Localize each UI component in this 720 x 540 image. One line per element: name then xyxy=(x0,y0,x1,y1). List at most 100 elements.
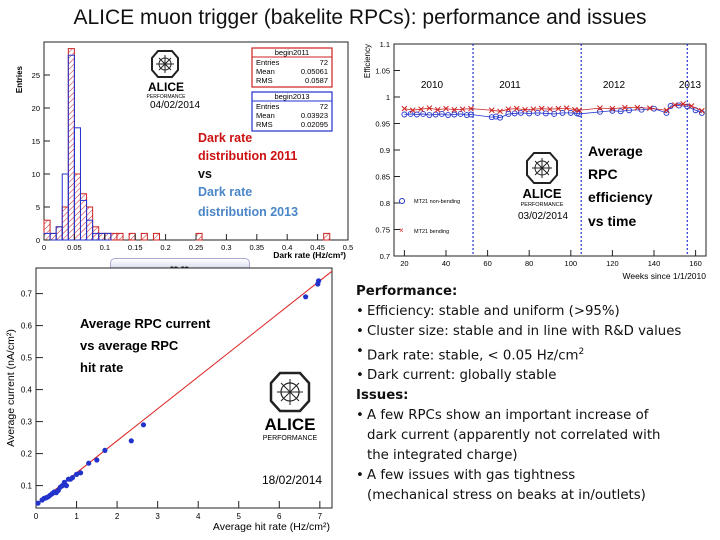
point-nonbending xyxy=(505,111,512,117)
stats-key: Mean xyxy=(256,111,275,120)
alice-logo-sub: PERFORMANCE xyxy=(521,202,564,208)
alice-logo-icon xyxy=(526,152,558,184)
data-point xyxy=(73,471,80,477)
point-nonbending xyxy=(492,113,499,120)
year-label: 2013 xyxy=(679,80,702,91)
stats-key: Mean xyxy=(256,67,275,76)
year-label: 2010 xyxy=(421,80,444,91)
x-tick-label: 0 xyxy=(34,512,39,521)
bar-2011 xyxy=(86,206,94,241)
data-point xyxy=(316,278,322,284)
issue-line: the integrated charge) xyxy=(367,448,518,464)
point-nonbending xyxy=(567,109,574,116)
point-bending xyxy=(418,106,424,113)
cur-ylabel: Average current (nA/cm²) xyxy=(5,329,17,447)
x-tick-label: 100 xyxy=(565,259,578,268)
y-tick-label: 0.75 xyxy=(375,226,390,235)
hist-ann-line2: distribution 2011 xyxy=(198,149,297,163)
hist-date: 04/02/2014 xyxy=(150,100,200,111)
eff-ylabel: Efficiency xyxy=(363,44,372,78)
y-tick-label: 0.2 xyxy=(21,450,33,459)
eff-annotation: Average RPC efficiency vs time xyxy=(588,143,653,229)
y-tick-label: 0.7 xyxy=(21,290,33,299)
point-bending xyxy=(434,106,441,113)
point-nonbending xyxy=(517,109,524,116)
bar-2011 xyxy=(73,173,81,241)
point-nonbending xyxy=(438,111,445,117)
issue-line: (mechanical stress on beaks at in/outlet… xyxy=(367,488,646,504)
y-tick-label: 25 xyxy=(32,71,40,80)
point-bending xyxy=(409,107,416,114)
eff-ann-line4: vs time xyxy=(588,213,636,229)
y-tick-label: 1.1 xyxy=(380,40,390,49)
point-nonbending xyxy=(497,114,504,121)
point-nonbending xyxy=(684,103,691,110)
bar-2011 xyxy=(110,232,118,241)
point-bending xyxy=(671,102,678,108)
y-tick-label: 0.5 xyxy=(21,354,33,363)
x-tick-label: 2 xyxy=(115,512,120,521)
bar-2011 xyxy=(323,232,331,241)
alice-logo-eff: ALICE PERFORMANCE 03/02/2014 xyxy=(518,152,568,222)
point-bending xyxy=(547,106,553,113)
bar-2011 xyxy=(152,232,161,241)
stats-box-2013: begin2013 Entries 72 Mean 0.03923 RMS 0.… xyxy=(251,91,333,132)
x-tick-label: 0 xyxy=(42,243,46,252)
bar-2011 xyxy=(55,226,63,241)
y-tick-label: 0.85 xyxy=(375,173,390,182)
x-tick-label: 40 xyxy=(442,259,450,268)
hist-ann-line4: Dark rate xyxy=(198,185,252,199)
stats-value: 0.05061 xyxy=(301,67,328,76)
hist-ann-line5: distribution 2013 xyxy=(198,205,298,219)
point-nonbending xyxy=(426,112,433,118)
point-bending xyxy=(646,105,653,111)
point-nonbending xyxy=(407,111,414,117)
point-nonbending xyxy=(534,109,541,116)
issues-header: Issues: xyxy=(356,388,409,404)
issue-line: A few RPCs show an important increase of xyxy=(367,408,649,424)
point-bending xyxy=(401,105,408,112)
alice-logo-hist: ALICE PERFORMANCE 04/02/2014 xyxy=(147,50,200,111)
point-nonbending xyxy=(488,114,495,121)
bar-2011 xyxy=(61,206,69,241)
dark-rate-sup: 2 xyxy=(578,347,585,357)
alice-logo-name: ALICE xyxy=(523,186,562,201)
cur-ann-line3: hit rate xyxy=(80,360,123,375)
x-tick-label: 0.3 xyxy=(221,243,231,252)
point-bending xyxy=(459,106,466,113)
legend-label-bending: MT21 bending xyxy=(414,229,449,235)
alice-logo-icon xyxy=(269,371,311,413)
y-tick-label: 15 xyxy=(32,137,40,146)
legend-marker-cross: × xyxy=(399,226,404,235)
point-nonbending xyxy=(559,109,566,116)
cur-fit-line xyxy=(35,270,333,506)
x-tick-label: 0.1 xyxy=(100,243,110,252)
point-nonbending xyxy=(596,108,603,115)
dark-rate-text: Dark rate: stable, < 0.05 Hz/cm xyxy=(367,348,579,364)
dark-rate-histogram: 0 0.05 0.1 0.15 0.2 0.25 0.3 0.35 0.4 0.45 0.5 0 5 10… xyxy=(15,41,353,260)
alice-logo-sub: PERFORMANCE xyxy=(263,435,318,442)
bar-2011 xyxy=(43,219,51,241)
bar-2011 xyxy=(49,232,57,241)
x-tick-label: 0.25 xyxy=(189,243,204,252)
point-bending xyxy=(576,107,582,114)
x-tick-label: 0.35 xyxy=(249,243,264,252)
point-nonbending xyxy=(551,111,558,117)
current-vs-rate-plot: 0 1 2 3 4 5 6 7 0.1 0.2 0.3 0.4 0.5 0.6 0.7 Average cu… xyxy=(5,267,333,533)
stats-value: 0.03923 xyxy=(301,111,328,120)
x-tick-label: 20 xyxy=(400,259,408,268)
issue-line: A few issues with gas tightness xyxy=(367,468,576,484)
eff-ann-line1: Average xyxy=(588,143,643,159)
data-point xyxy=(35,500,41,506)
bar-2011 xyxy=(104,232,112,241)
point-bending xyxy=(538,105,545,112)
point-nonbending xyxy=(468,111,474,118)
y-tick-label: 0.7 xyxy=(380,252,390,261)
data-point xyxy=(128,438,134,444)
y-tick-label: 1 xyxy=(386,93,390,102)
x-tick-label: 0.2 xyxy=(160,243,170,252)
x-tick-label: 0.4 xyxy=(282,243,292,252)
point-nonbending xyxy=(576,111,583,117)
performance-item: Dark current: globally stable xyxy=(356,366,718,386)
point-bending xyxy=(451,106,458,113)
